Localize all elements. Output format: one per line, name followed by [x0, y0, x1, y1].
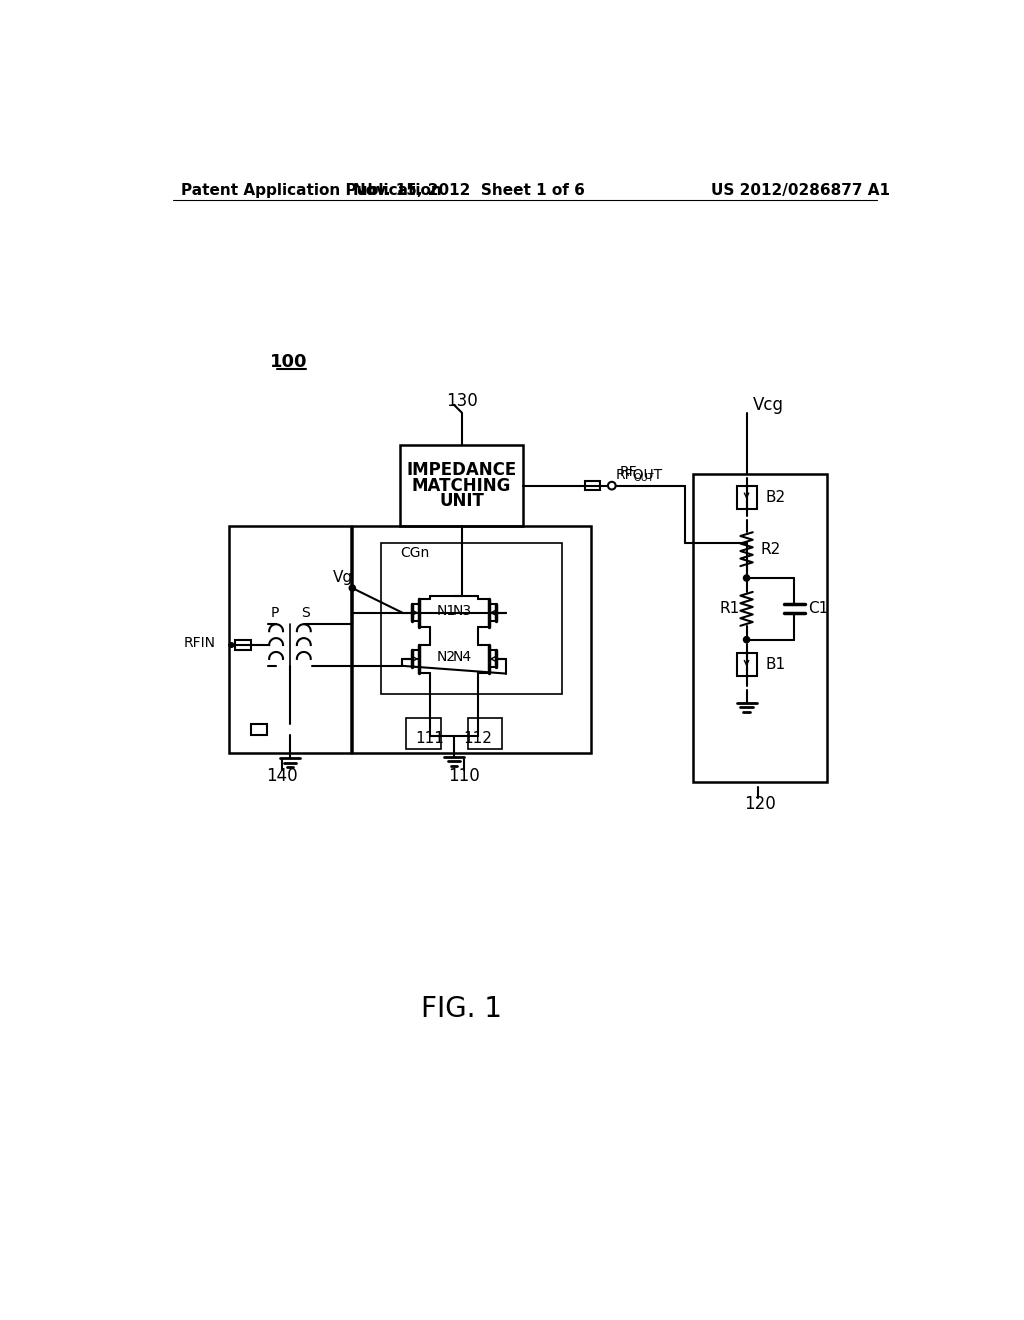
Text: C1: C1	[808, 602, 828, 616]
Text: MATCHING: MATCHING	[412, 477, 511, 495]
Bar	[229, 525, 351, 752]
Text: Vcg: Vcg	[753, 396, 783, 413]
Bar	[400, 445, 523, 527]
Text: Nov. 15, 2012  Sheet 1 of 6: Nov. 15, 2012 Sheet 1 of 6	[353, 183, 586, 198]
Text: Patent Application Publication: Patent Application Publication	[180, 183, 441, 198]
Bar	[407, 718, 441, 748]
Text: 112: 112	[464, 731, 493, 747]
Circle shape	[349, 585, 355, 591]
Bar	[736, 653, 757, 676]
Bar	[468, 718, 503, 748]
Text: B2: B2	[766, 490, 786, 504]
Text: UNIT: UNIT	[439, 492, 484, 510]
Text: RF: RF	[620, 466, 637, 479]
Text: S: S	[301, 606, 309, 620]
Text: RFIN: RFIN	[183, 636, 215, 649]
Text: Vg: Vg	[333, 570, 353, 585]
Text: 120: 120	[744, 795, 776, 813]
Text: R1: R1	[720, 602, 740, 616]
Text: P: P	[270, 606, 279, 620]
Text: N1: N1	[436, 605, 456, 618]
Text: N3: N3	[453, 605, 472, 618]
Text: CGn: CGn	[400, 545, 429, 560]
Text: 130: 130	[445, 392, 477, 411]
Text: OUT: OUT	[634, 473, 654, 483]
Bar	[252, 725, 267, 735]
Text: 110: 110	[449, 767, 480, 785]
Text: N2: N2	[436, 651, 456, 664]
Bar	[381, 544, 562, 693]
Text: R2: R2	[761, 541, 780, 557]
Bar	[236, 640, 251, 649]
Text: 140: 140	[266, 767, 298, 785]
Text: N4: N4	[453, 651, 472, 664]
Text: RFOUT: RFOUT	[615, 467, 663, 482]
Circle shape	[743, 576, 750, 581]
Text: 100: 100	[269, 354, 307, 371]
Text: IMPEDANCE: IMPEDANCE	[407, 461, 517, 479]
Circle shape	[743, 636, 750, 643]
Text: US 2012/0286877 A1: US 2012/0286877 A1	[711, 183, 890, 198]
Bar	[692, 474, 827, 781]
Bar	[352, 525, 591, 752]
Text: FIG. 1: FIG. 1	[421, 995, 502, 1023]
Bar	[736, 486, 757, 508]
Bar	[585, 480, 600, 490]
Circle shape	[229, 643, 233, 647]
Text: 111: 111	[416, 731, 444, 747]
Text: B1: B1	[766, 657, 786, 672]
